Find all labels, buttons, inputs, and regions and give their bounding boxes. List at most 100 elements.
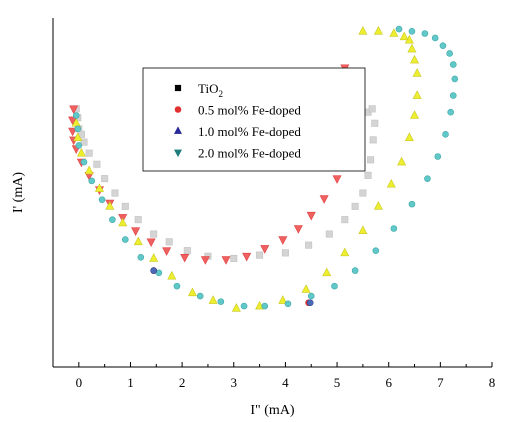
data-point bbox=[364, 171, 372, 179]
data-point bbox=[449, 92, 457, 99]
data-point bbox=[293, 225, 303, 234]
data-point bbox=[371, 119, 379, 127]
legend-entry-label: 1.0 mol% Fe-doped bbox=[198, 124, 301, 139]
x-tick-label: 5 bbox=[334, 375, 341, 390]
data-point bbox=[322, 267, 332, 277]
data-point bbox=[447, 108, 454, 116]
data-point bbox=[105, 201, 115, 210]
x-axis-ticks: 0 1 2 3 4 5 6 7 8 bbox=[52, 362, 496, 390]
data-point bbox=[389, 28, 399, 37]
data-point bbox=[332, 175, 342, 184]
data-point bbox=[278, 295, 288, 304]
data-point bbox=[101, 175, 109, 183]
data-point bbox=[131, 227, 141, 236]
data-point bbox=[439, 42, 447, 49]
plot-marks bbox=[68, 25, 459, 312]
data-point bbox=[358, 26, 368, 35]
data-point bbox=[412, 68, 422, 77]
data-point bbox=[449, 61, 457, 68]
data-point bbox=[73, 132, 83, 141]
data-point bbox=[74, 125, 82, 133]
data-point bbox=[121, 202, 129, 210]
data-point bbox=[69, 105, 79, 115]
data-point bbox=[331, 282, 338, 290]
data-point bbox=[94, 183, 104, 192]
legend-entry-text: 2.0 mol% Fe-doped bbox=[198, 146, 301, 161]
data-point bbox=[165, 238, 173, 246]
data-point bbox=[217, 298, 225, 305]
data-point bbox=[306, 211, 316, 221]
data-point bbox=[240, 302, 248, 310]
data-point bbox=[446, 50, 453, 57]
series-5-points bbox=[150, 267, 314, 307]
data-point bbox=[284, 300, 292, 308]
data-point bbox=[231, 303, 241, 312]
data-point bbox=[180, 254, 190, 263]
data-point bbox=[111, 189, 119, 197]
legend-entry-text: TiO bbox=[198, 81, 218, 96]
y-axis-label: I' (mA) bbox=[11, 172, 26, 213]
x-tick-label: 8 bbox=[489, 375, 496, 390]
data-point bbox=[98, 196, 106, 204]
data-point bbox=[340, 247, 350, 257]
data-point bbox=[408, 200, 416, 208]
data-point bbox=[325, 230, 333, 238]
data-point bbox=[109, 216, 116, 223]
data-point bbox=[162, 247, 172, 256]
data-point bbox=[305, 241, 313, 249]
data-point bbox=[373, 26, 383, 35]
data-point bbox=[68, 127, 78, 137]
data-point bbox=[167, 270, 177, 280]
data-point bbox=[261, 302, 269, 310]
data-point bbox=[150, 230, 158, 238]
data-point bbox=[75, 142, 83, 149]
data-point bbox=[434, 153, 442, 160]
data-point bbox=[80, 158, 88, 166]
data-point bbox=[68, 116, 78, 126]
data-point bbox=[76, 147, 86, 157]
legend-entry-label: 0.5 mol% Fe-doped bbox=[198, 103, 301, 118]
data-point bbox=[451, 75, 459, 83]
data-point bbox=[397, 156, 407, 166]
data-point bbox=[410, 54, 420, 64]
legend-marker bbox=[174, 149, 182, 158]
data-point bbox=[260, 245, 270, 254]
data-point bbox=[372, 247, 380, 254]
data-point bbox=[421, 30, 429, 37]
data-point bbox=[424, 175, 431, 182]
legend-entry-text: 0.5 mol% Fe-doped bbox=[198, 103, 301, 118]
data-point bbox=[242, 252, 252, 262]
x-tick-label: 2 bbox=[179, 375, 186, 390]
series-3-points bbox=[72, 25, 459, 310]
data-point bbox=[404, 132, 414, 141]
data-point bbox=[281, 249, 289, 257]
data-point bbox=[256, 251, 264, 259]
data-point bbox=[150, 267, 158, 274]
data-point bbox=[412, 90, 422, 99]
data-point bbox=[410, 110, 420, 119]
data-point bbox=[408, 27, 416, 35]
data-point bbox=[367, 156, 375, 164]
data-point bbox=[133, 236, 143, 246]
legend-entry-label: 2.0 mol% Fe-doped bbox=[198, 146, 301, 161]
data-point bbox=[149, 253, 159, 262]
x-tick-label: 6 bbox=[385, 375, 392, 390]
data-point bbox=[386, 178, 396, 188]
data-point bbox=[341, 216, 349, 224]
x-tick-label: 1 bbox=[127, 375, 134, 390]
data-point bbox=[80, 138, 88, 146]
data-point bbox=[200, 256, 210, 265]
data-point bbox=[368, 105, 376, 113]
data-point bbox=[208, 295, 218, 304]
data-point bbox=[301, 284, 311, 293]
data-point bbox=[88, 177, 96, 185]
data-point bbox=[319, 195, 329, 204]
data-point bbox=[369, 136, 377, 144]
data-point bbox=[118, 217, 128, 227]
data-point bbox=[196, 292, 204, 300]
legend-entry-label: TiO2 bbox=[198, 81, 223, 99]
data-point bbox=[173, 282, 181, 290]
data-point bbox=[390, 225, 398, 232]
data-point bbox=[373, 201, 383, 210]
legend: TiO2 0.5 mol% Fe-doped 1.0 mol% Fe-doped 2.… bbox=[142, 67, 366, 172]
